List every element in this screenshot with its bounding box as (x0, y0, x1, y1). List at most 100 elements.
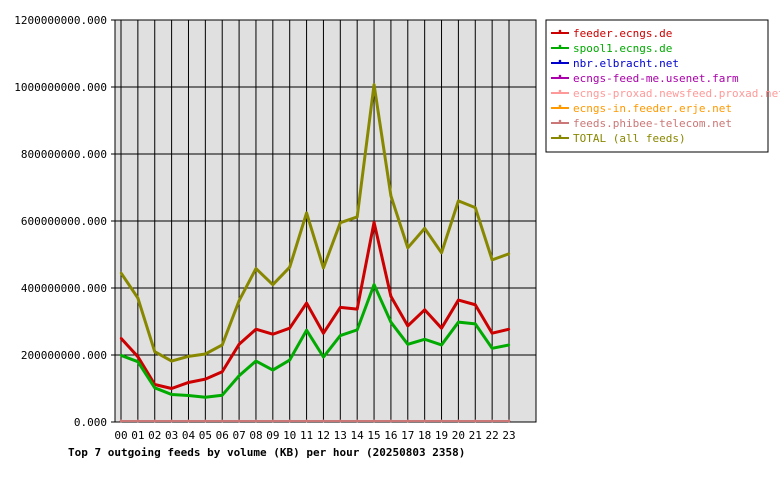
y-tick-label: 0.000 (74, 416, 107, 429)
data-point (170, 359, 173, 363)
legend-marker (558, 29, 562, 33)
data-point (339, 306, 342, 309)
x-tick-label: 19 (435, 429, 448, 442)
series-line (119, 83, 510, 363)
data-point (153, 386, 156, 390)
y-tick-label: 800000000.000 (21, 148, 107, 161)
data-point (288, 419, 291, 423)
x-tick-label: 05 (199, 429, 212, 442)
series-line (119, 220, 510, 390)
data-point (237, 374, 241, 377)
x-tick-label: 06 (216, 429, 229, 442)
x-tick-label: 00 (114, 429, 127, 442)
data-point (490, 419, 494, 423)
x-tick-label: 13 (334, 429, 347, 442)
data-point (187, 394, 190, 397)
x-tick-label: 07 (232, 429, 245, 442)
data-point (490, 347, 494, 350)
data-point (474, 322, 477, 326)
data-point (457, 199, 460, 203)
data-point (322, 266, 325, 270)
data-point (507, 328, 511, 331)
data-point (372, 83, 376, 86)
data-point (288, 327, 291, 330)
data-point (187, 355, 190, 358)
data-point (423, 308, 426, 311)
x-tick-label: 10 (283, 429, 296, 442)
plot-area (114, 19, 537, 423)
legend-label: feeder.ecngs.de (573, 27, 672, 40)
data-point (389, 419, 393, 423)
y-tick-label: 200000000.000 (21, 349, 107, 362)
data-point (254, 267, 258, 270)
data-point (457, 419, 460, 423)
data-point (372, 419, 376, 423)
data-point (339, 419, 342, 423)
x-tick-label: 08 (249, 429, 262, 442)
x-tick-label: 12 (317, 429, 330, 442)
data-point (153, 350, 156, 353)
data-point (221, 370, 224, 373)
legend-marker (558, 74, 562, 78)
x-axis: 00 01 02 03 04 05 06 07 08 09 10 11 12 13 14 15 16 17 18 19… (114, 429, 515, 442)
legend: feeder.ecngs.de spool1.ecngs.de nbr.elbrac… (545, 19, 780, 153)
legend-label: ecngs-proxad.newsfeed.proxad.net (573, 87, 780, 100)
data-point (507, 419, 511, 423)
x-tick-label: 11 (300, 429, 313, 442)
data-point (136, 419, 140, 423)
data-point (406, 343, 409, 346)
data-point (490, 258, 494, 262)
x-tick-label: 16 (384, 429, 397, 442)
data-point (305, 301, 308, 305)
legend-label: feeds.phibee-telecom.net (573, 117, 732, 130)
data-point (339, 334, 342, 337)
data-point (170, 393, 173, 396)
data-point (322, 419, 325, 423)
x-tick-label: 14 (351, 429, 365, 442)
y-tick-label: 600000000.000 (21, 215, 107, 228)
data-point (440, 327, 443, 330)
data-point (423, 227, 426, 230)
y-tick-label: 1000000000.000 (14, 81, 107, 94)
data-point (474, 419, 477, 423)
y-axis: 0.000 200000000.000 400000000.000 600000000… (14, 14, 115, 429)
legend-label: ecngs-in.feeder.erje.net (573, 102, 732, 115)
data-point (355, 307, 359, 311)
x-tick-label: 18 (418, 429, 431, 442)
legend-marker (558, 119, 562, 123)
data-point (237, 419, 241, 423)
legend-marker (558, 59, 562, 63)
data-point (305, 211, 308, 215)
data-point (507, 343, 511, 347)
data-point (170, 387, 173, 390)
data-point (221, 419, 224, 423)
legend-box (545, 19, 769, 153)
legend-marker (558, 104, 562, 108)
data-point (288, 358, 291, 362)
data-point (305, 419, 308, 423)
data-point (288, 266, 291, 269)
series-line (120, 283, 510, 399)
data-point (355, 328, 359, 332)
data-point (119, 271, 123, 275)
data-point (254, 328, 258, 331)
legend-label: TOTAL (all feeds) (573, 132, 686, 145)
data-point (237, 343, 241, 346)
legend-marker (558, 44, 562, 48)
y-tick-label: 400000000.000 (21, 282, 107, 295)
data-point (153, 419, 156, 423)
x-tick-label: 09 (266, 429, 279, 442)
data-point (204, 419, 207, 423)
data-point (406, 419, 409, 423)
x-tick-label: 23 (502, 429, 515, 442)
data-point (457, 320, 460, 324)
data-point (322, 332, 325, 335)
data-point (457, 298, 460, 302)
data-point (271, 283, 275, 286)
data-point (490, 332, 494, 335)
x-tick-label: 20 (452, 429, 465, 442)
x-tick-label: 01 (131, 429, 144, 442)
data-point (271, 368, 275, 372)
data-point (406, 246, 409, 249)
data-point (474, 303, 477, 306)
